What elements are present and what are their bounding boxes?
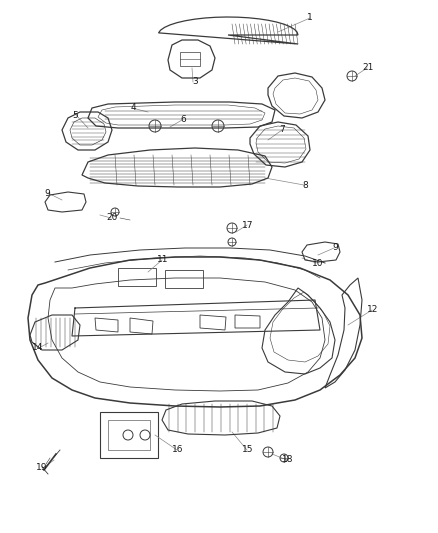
- Text: 15: 15: [242, 446, 254, 455]
- Text: 9: 9: [332, 244, 338, 253]
- Text: 19: 19: [36, 464, 48, 472]
- Text: 17: 17: [242, 221, 254, 230]
- Text: 20: 20: [106, 214, 118, 222]
- Bar: [165, 270, 203, 288]
- Text: 8: 8: [302, 181, 308, 190]
- Text: 3: 3: [192, 77, 198, 86]
- Text: 6: 6: [180, 116, 186, 125]
- Text: 14: 14: [32, 343, 44, 352]
- Text: 1: 1: [307, 13, 313, 22]
- Text: 12: 12: [367, 305, 379, 314]
- Text: 9: 9: [44, 189, 50, 198]
- Text: 18: 18: [282, 456, 294, 464]
- Text: 21: 21: [362, 63, 374, 72]
- Bar: [100, 412, 158, 458]
- Text: 7: 7: [279, 125, 285, 134]
- Bar: [118, 268, 156, 286]
- Bar: [180, 52, 200, 66]
- Text: 16: 16: [172, 446, 184, 455]
- Text: 4: 4: [130, 103, 136, 112]
- Text: 10: 10: [312, 259, 324, 268]
- Bar: [108, 420, 150, 450]
- Text: 5: 5: [72, 110, 78, 119]
- Text: 11: 11: [157, 255, 169, 264]
